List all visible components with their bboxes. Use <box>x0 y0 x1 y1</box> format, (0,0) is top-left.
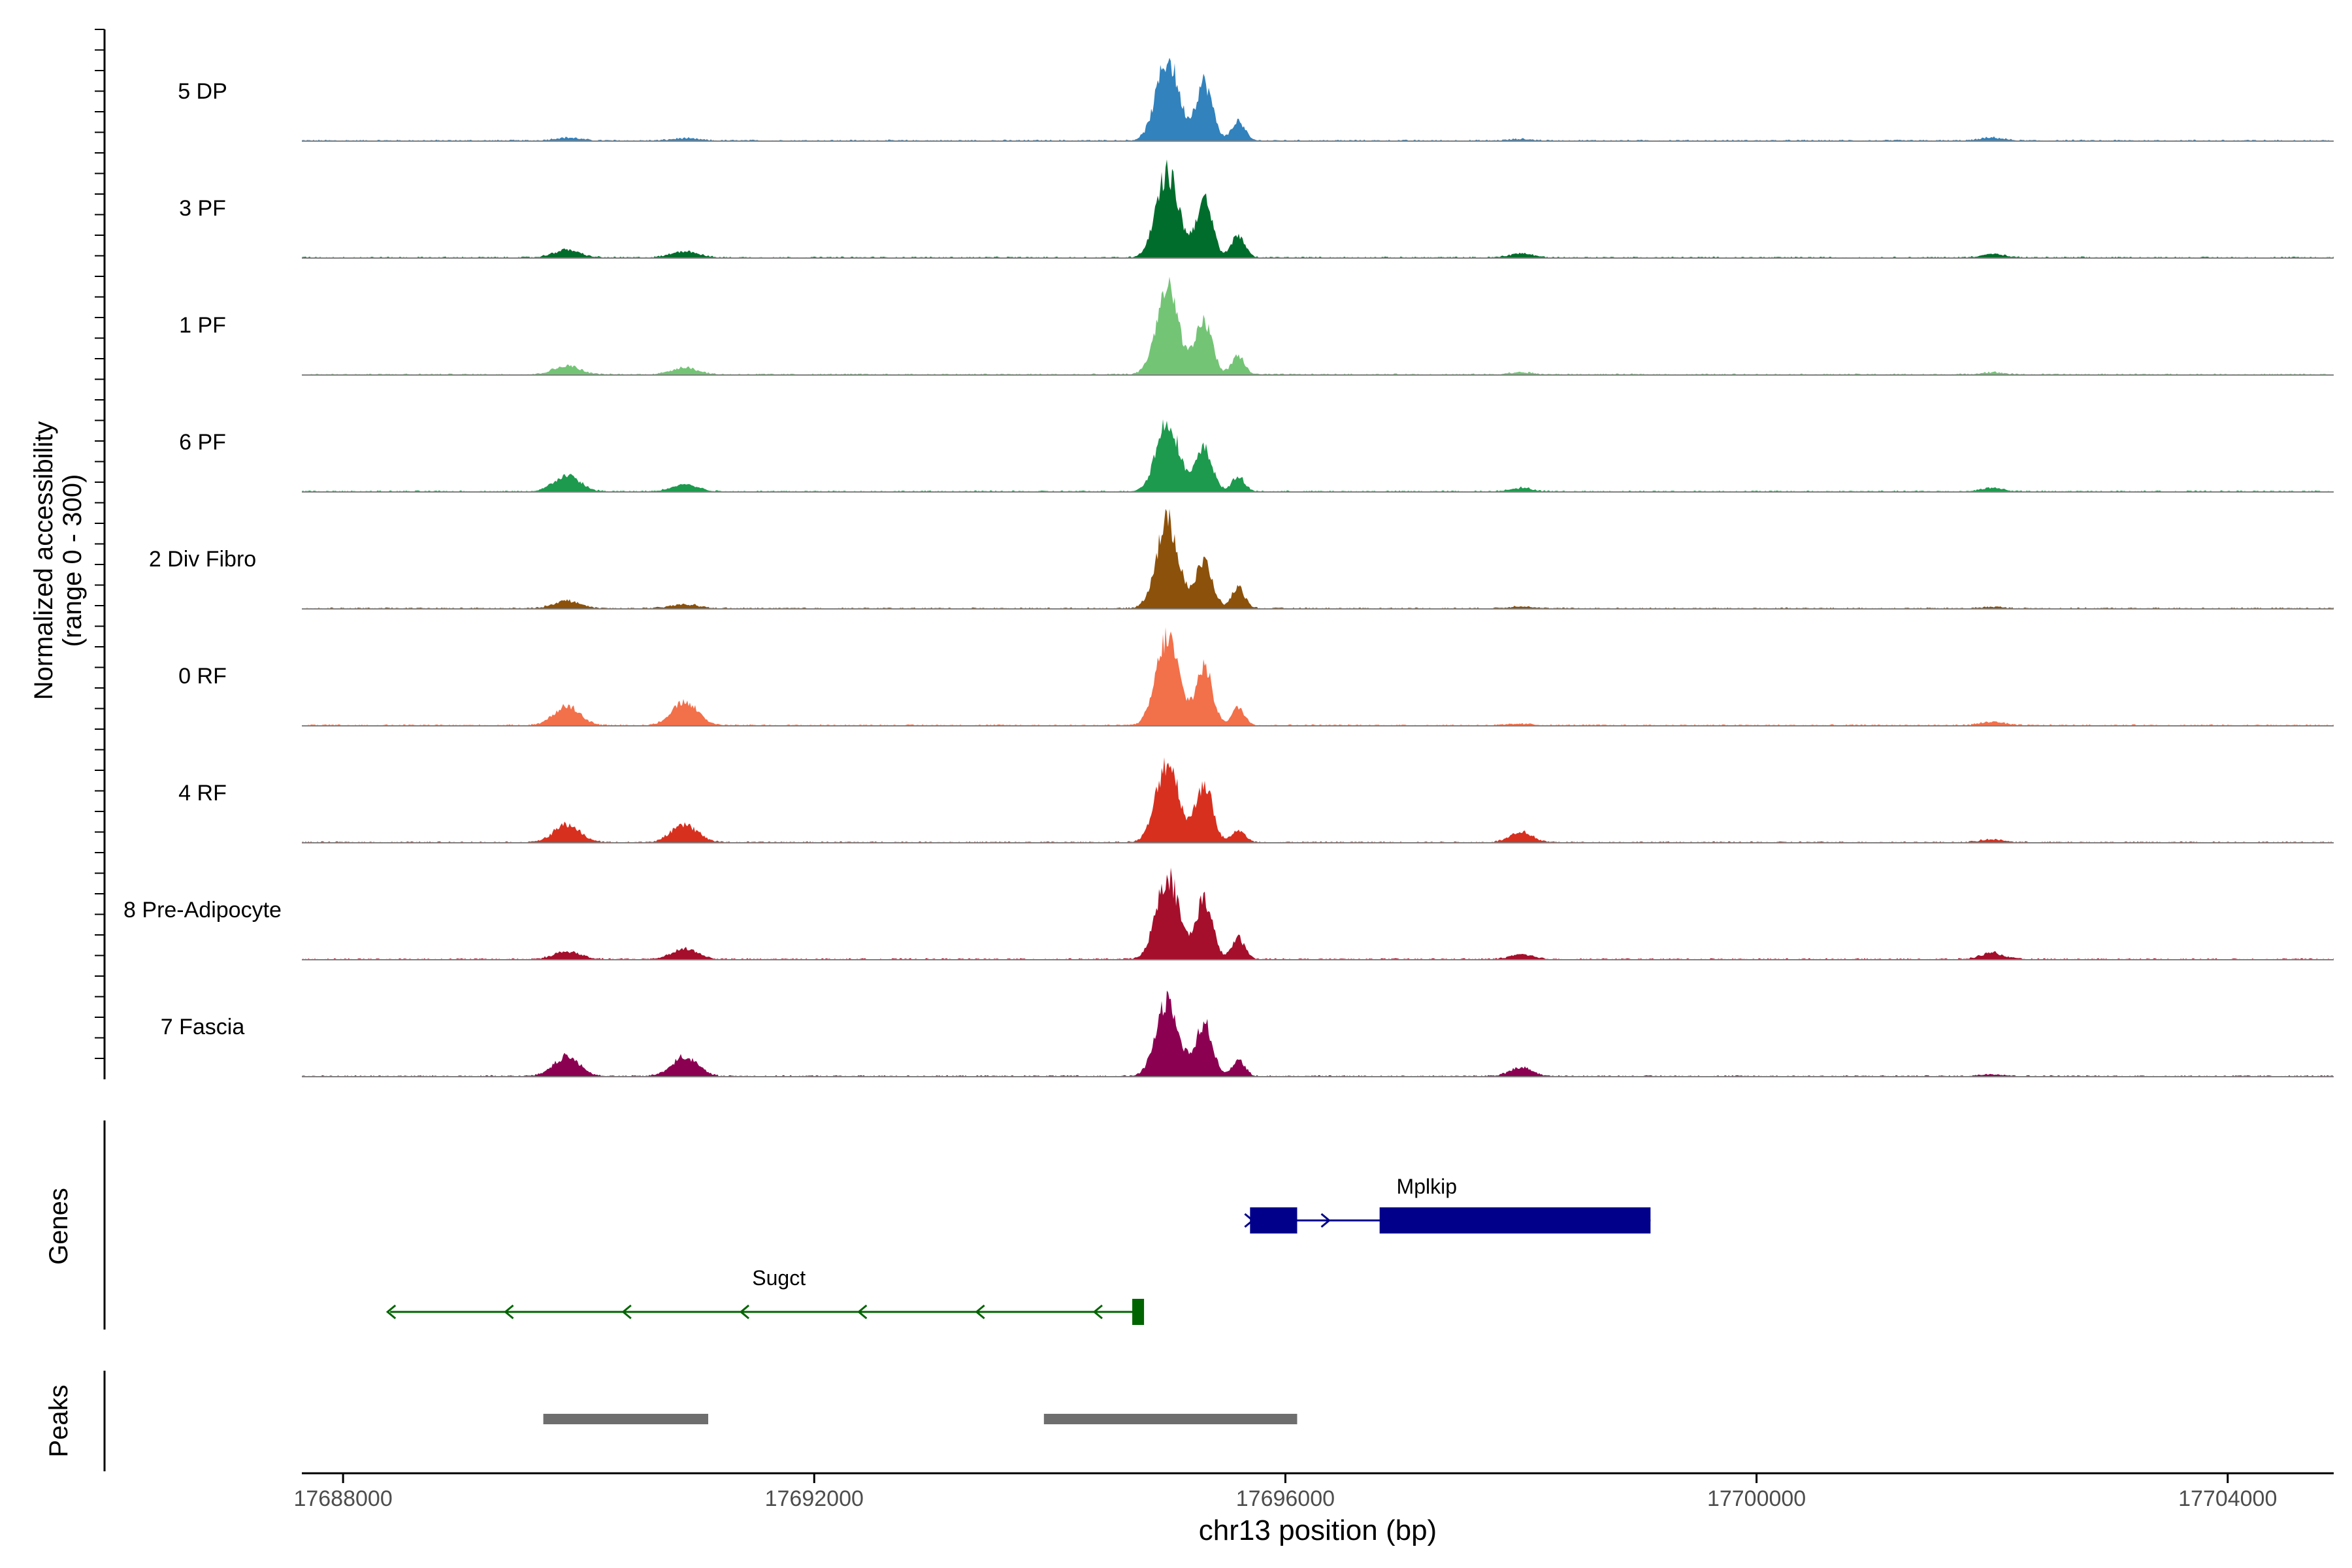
track-signal-area <box>302 508 2334 609</box>
track-5-dp: 5 DP <box>178 57 2334 142</box>
track-7-fascia: 7 Fascia <box>161 990 2334 1077</box>
gene-strand-arrow <box>1092 1304 1103 1320</box>
y-axis-label-line1: Normalized accessibility <box>29 421 58 700</box>
track-signal-area <box>302 757 2334 843</box>
track-label: 2 Div Fibro <box>149 547 256 572</box>
track-signal-area <box>302 990 2334 1077</box>
track-label: 8 Pre-Adipocyte <box>123 898 282 923</box>
track-signal-area <box>302 57 2334 141</box>
track-6-pf: 6 PF <box>179 419 2334 493</box>
gene-strand-arrow <box>1320 1213 1331 1228</box>
track-label: 1 PF <box>179 313 226 338</box>
gene-strand-arrow <box>857 1304 868 1320</box>
track-3-pf: 3 PF <box>179 159 2334 259</box>
track-label: 6 PF <box>179 430 226 455</box>
gene-strand-arrow <box>504 1304 514 1320</box>
y-axis-ticks <box>95 29 105 1059</box>
peaks-panel-label: Peaks <box>44 1384 73 1457</box>
coverage-tracks: 5 DP 3 PF 1 PF 6 PF 2 Div Fibro 0 RF 4 RF 8 Pre… <box>123 57 2334 1077</box>
track-8-pre-adipocyte: 8 Pre-Adipocyte <box>123 867 2334 960</box>
genes-panel-label: Genes <box>44 1188 73 1265</box>
track-label: 7 Fascia <box>161 1015 245 1039</box>
track-signal-area <box>302 419 2334 492</box>
gene-exon <box>1379 1207 1651 1233</box>
track-label: 4 RF <box>178 781 227 806</box>
gene-label: Mplkip <box>1397 1175 1457 1198</box>
y-axis-label-line2: (range 0 - 300) <box>58 474 87 647</box>
x-tick-label: 17700000 <box>1707 1486 1806 1511</box>
x-tick-label: 17704000 <box>2178 1486 2277 1511</box>
track-signal-area <box>302 276 2334 375</box>
track-2-div-fibro: 2 Div Fibro <box>149 508 2334 610</box>
track-label: 0 RF <box>178 664 227 689</box>
gene-exon <box>1132 1299 1145 1325</box>
gene-track: Mplkip Sugct <box>385 1175 1651 1325</box>
gene-strand-arrow <box>739 1304 750 1320</box>
track-label: 3 PF <box>179 196 226 221</box>
x-tick-label: 17688000 <box>293 1486 392 1511</box>
gene-strand-arrow <box>975 1304 985 1320</box>
x-axis: 17688000 17692000 17696000 17700000 17704000 <box>293 1473 2277 1511</box>
gene-strand-arrow <box>621 1304 632 1320</box>
peak-region <box>543 1414 708 1424</box>
x-tick-label: 17696000 <box>1236 1486 1335 1511</box>
track-4-rf: 4 RF <box>178 757 2334 843</box>
track-signal-area <box>302 159 2334 258</box>
track-1-pf: 1 PF <box>179 276 2334 376</box>
x-axis-label: chr13 position (bp) <box>1199 1514 1437 1546</box>
gene-sugct: Sugct <box>385 1266 1145 1325</box>
track-0-rf: 0 RF <box>178 627 2334 727</box>
gene-label: Sugct <box>752 1266 806 1290</box>
peak-track <box>543 1414 1298 1424</box>
gene-exon <box>1250 1207 1298 1233</box>
track-label: 5 DP <box>178 79 227 104</box>
track-signal-area <box>302 867 2334 960</box>
gene-strand-arrow <box>1244 1213 1254 1228</box>
x-tick-label: 17692000 <box>765 1486 864 1511</box>
gene-mplkip: Mplkip <box>1244 1175 1651 1233</box>
track-signal-area <box>302 627 2334 726</box>
peak-region <box>1043 1414 1298 1424</box>
gene-strand-arrow <box>385 1304 397 1320</box>
